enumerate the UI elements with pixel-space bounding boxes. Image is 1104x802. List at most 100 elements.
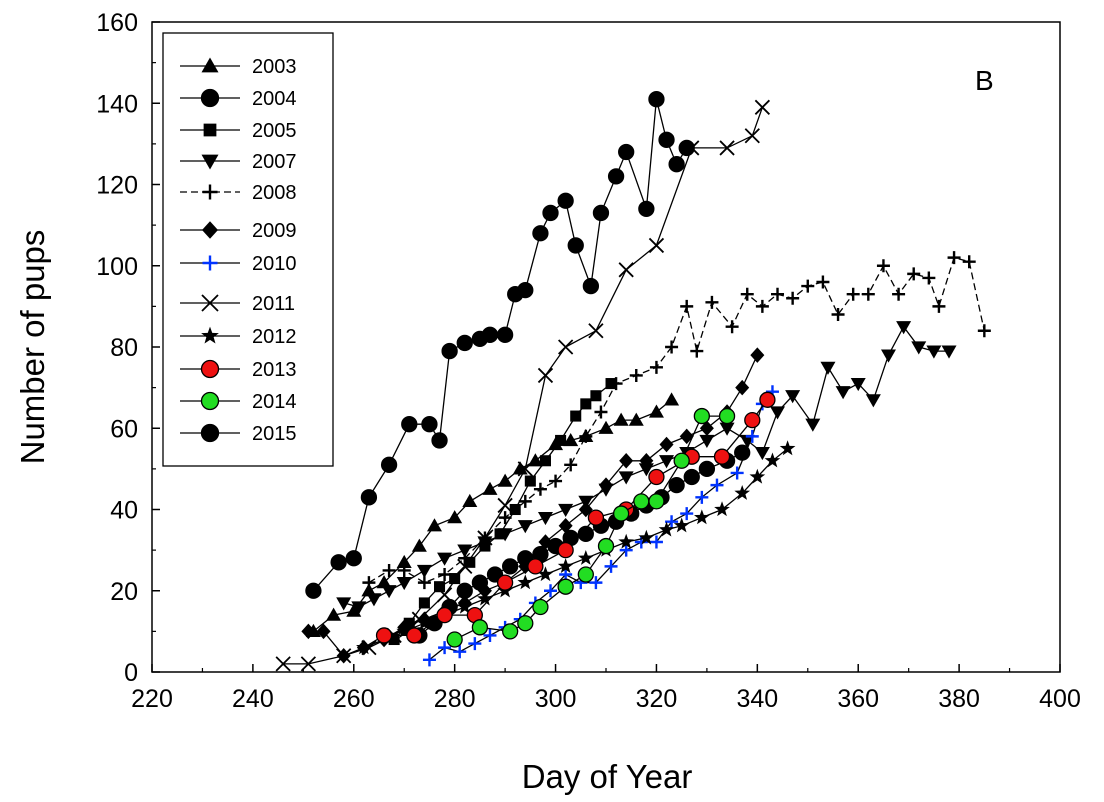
data-point — [558, 518, 573, 534]
legend-item-2004: 2004 — [180, 88, 297, 110]
legend-marker — [201, 57, 219, 73]
data-point — [699, 420, 714, 436]
legend-marker — [200, 391, 220, 411]
data-point — [639, 453, 654, 469]
data-point — [932, 299, 946, 313]
data-point — [517, 574, 534, 590]
data-point — [907, 267, 921, 281]
data-point — [436, 606, 453, 624]
data-point — [714, 501, 730, 517]
legend-label: 2003 — [252, 56, 297, 78]
data-point — [607, 168, 625, 185]
data-point — [361, 583, 377, 597]
data-point — [750, 347, 765, 363]
legend-item-2012: 2012 — [180, 326, 297, 348]
data-point — [658, 131, 675, 148]
data-point — [346, 603, 362, 617]
legend-marker — [201, 326, 219, 344]
data-point — [604, 559, 618, 573]
data-point — [698, 460, 716, 478]
data-point — [633, 493, 650, 510]
data-point — [648, 493, 665, 510]
data-point — [437, 552, 453, 566]
data-point — [305, 582, 322, 599]
legend-box — [162, 32, 334, 467]
data-point — [502, 558, 519, 575]
data-point — [634, 535, 648, 549]
legend-marker — [202, 255, 218, 271]
data-point — [397, 563, 411, 577]
series-line — [312, 399, 673, 632]
data-point — [462, 493, 478, 507]
data-point — [401, 416, 418, 433]
data-point — [597, 537, 615, 555]
y-tick-label: 140 — [96, 90, 138, 118]
data-point — [926, 345, 942, 359]
data-point — [537, 512, 553, 526]
data-point — [421, 416, 438, 433]
legend-label: 2007 — [252, 151, 297, 173]
y-tick-label: 20 — [110, 578, 138, 606]
data-point — [498, 511, 512, 525]
data-point — [449, 573, 461, 585]
data-point — [705, 295, 719, 309]
data-point — [494, 528, 506, 540]
data-point — [518, 494, 532, 508]
legend-item-2014: 2014 — [180, 391, 297, 413]
data-point — [483, 628, 497, 642]
legend-item-2010: 2010 — [180, 253, 297, 275]
legend-marker — [203, 123, 217, 137]
axes: 220 240 260 280 300 320 340 360 380 400 0 20 40 60 80 1… — [96, 9, 1081, 713]
data-point — [275, 656, 291, 672]
series-2010 — [422, 385, 779, 667]
data-point — [744, 128, 760, 144]
data-point — [730, 466, 744, 480]
legend: 2003 2004 2005 2007 2008 2009 2010 2011 2012 2013… — [162, 32, 334, 467]
data-point — [805, 418, 821, 432]
data-point — [786, 291, 800, 305]
data-point — [690, 344, 704, 358]
data-point — [532, 225, 549, 242]
series-2003 — [305, 392, 680, 637]
data-point — [648, 404, 664, 418]
data-point — [668, 476, 685, 494]
legend-label: 2008 — [252, 182, 297, 204]
data-point — [446, 631, 463, 648]
data-point — [482, 481, 498, 495]
data-point — [713, 448, 731, 465]
data-point — [539, 455, 551, 467]
data-point — [300, 656, 317, 672]
x-tick-label: 340 — [736, 685, 778, 713]
data-point — [679, 428, 694, 445]
data-point — [664, 392, 680, 406]
data-point — [456, 334, 473, 352]
series-2015 — [305, 91, 695, 599]
data-point — [744, 411, 761, 429]
data-point — [502, 623, 519, 640]
data-point — [453, 645, 467, 659]
data-point — [577, 550, 594, 565]
data-point — [417, 576, 431, 590]
x-tick-label: 300 — [535, 685, 577, 713]
data-point — [557, 541, 574, 559]
data-point — [649, 360, 663, 374]
data-point — [330, 554, 347, 571]
legend-label: 2010 — [252, 253, 297, 275]
data-point — [557, 192, 574, 209]
data-point — [544, 584, 558, 598]
data-point — [745, 429, 759, 443]
data-point — [594, 405, 608, 419]
x-tick-label: 220 — [131, 685, 173, 713]
data-point — [537, 566, 554, 582]
data-point — [434, 581, 446, 593]
data-point — [612, 505, 630, 522]
data-point — [892, 287, 906, 301]
legend-item-2008: 2008 — [180, 182, 297, 204]
x-axis-title: Day of Year — [522, 758, 693, 795]
data-point — [618, 471, 634, 485]
data-point — [524, 475, 536, 487]
data-point — [719, 140, 735, 156]
data-point — [609, 377, 623, 391]
data-point — [695, 490, 709, 504]
